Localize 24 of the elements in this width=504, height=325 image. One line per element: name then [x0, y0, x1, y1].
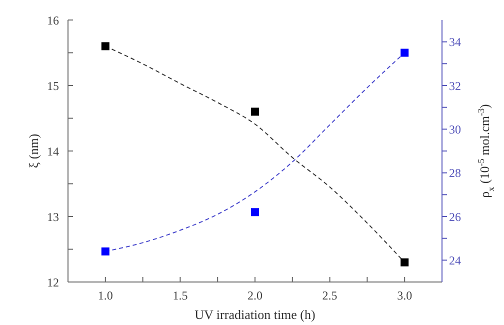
x-tick-label: 2.0 [248, 288, 262, 303]
y2-tick-label: 24 [449, 253, 461, 268]
x-tick-label: 3.0 [397, 288, 412, 303]
y2-tick-label: 32 [449, 78, 461, 93]
y2-tick-label: 28 [449, 166, 461, 180]
point [101, 42, 110, 50]
point [400, 48, 409, 57]
x-tick-label: 1.5 [172, 288, 188, 303]
y2-tick-label: 34 [449, 35, 461, 50]
y-tick-label: 15 [47, 78, 59, 93]
y2-tick-label: 30 [449, 122, 461, 136]
y-tick-label: 14 [47, 144, 59, 158]
x-axis-title: UV irradiation time (h) [194, 307, 316, 322]
y-axis-title: ξ (nm) [26, 134, 41, 168]
point [251, 208, 259, 216]
x-tick-label: 2.5 [322, 288, 338, 303]
y-tick-label: 13 [47, 210, 59, 224]
y-tick-label: 16 [47, 13, 59, 28]
point [251, 108, 259, 116]
x-tick-label: 1.0 [98, 288, 113, 303]
y2-tick-label: 26 [449, 210, 461, 224]
point [400, 258, 409, 266]
y-tick-label: 12 [47, 275, 59, 290]
point [101, 247, 110, 256]
